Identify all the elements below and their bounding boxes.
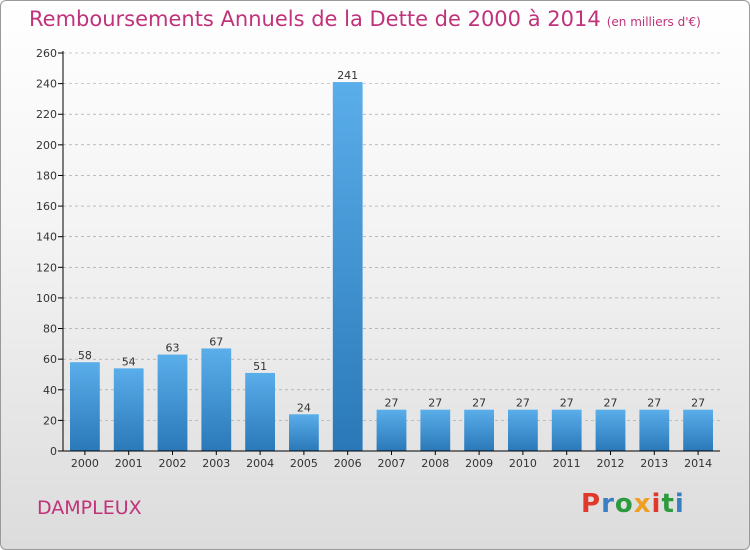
bar-2008 <box>420 409 451 451</box>
value-label-2013: 27 <box>647 397 661 410</box>
bar-2014 <box>683 409 713 451</box>
y-tick-label: 160 <box>36 200 57 213</box>
y-tick-label: 20 <box>43 414 57 427</box>
x-tick-label-2008: 2008 <box>421 457 449 470</box>
x-tick-label-2006: 2006 <box>334 457 362 470</box>
bar-2011 <box>551 409 582 451</box>
bar-2013 <box>639 409 670 451</box>
y-tick-label: 60 <box>43 353 57 366</box>
logo-letter: r <box>601 489 615 519</box>
value-label-2009: 27 <box>472 397 486 410</box>
x-tick-label-2009: 2009 <box>465 457 493 470</box>
proxiti-logo[interactable]: Proxiti <box>581 489 685 519</box>
bar-2000 <box>70 362 100 451</box>
y-tick-label: 140 <box>36 231 57 244</box>
y-tick-label: 120 <box>36 261 57 274</box>
bar-2007 <box>376 409 407 451</box>
x-tick-label-2003: 2003 <box>202 457 230 470</box>
x-tick-label-2001: 2001 <box>115 457 143 470</box>
value-label-2003: 67 <box>209 335 223 348</box>
bar-2004 <box>245 372 275 451</box>
value-label-2004: 51 <box>253 360 267 373</box>
chart-title: Remboursements Annuels de la Dette de 20… <box>29 7 601 31</box>
y-tick-label: 200 <box>36 139 57 152</box>
bars <box>70 82 713 451</box>
y-tick-label: 80 <box>43 323 57 336</box>
x-tick-label-2004: 2004 <box>246 457 274 470</box>
labels: 0 20 40 60 80 100 120 140 160 180 200 220 240 260 58 20… <box>36 47 712 470</box>
value-label-2002: 63 <box>166 342 180 355</box>
value-label-2008: 27 <box>428 397 442 410</box>
bar-2010 <box>508 409 538 451</box>
value-label-2006: 241 <box>337 69 358 82</box>
logo-letter: P <box>581 489 602 519</box>
value-label-2011: 27 <box>560 397 574 410</box>
x-tick-label-2010: 2010 <box>509 457 537 470</box>
logo-letter: x <box>633 489 652 519</box>
logo-letter: i <box>651 489 662 519</box>
y-tick-label: 100 <box>36 292 57 305</box>
bar-2009 <box>464 409 494 451</box>
y-tick-label: 220 <box>36 108 57 121</box>
logo-letter: i <box>674 489 685 519</box>
bar-2001 <box>113 368 144 451</box>
logo-letter: t <box>661 489 675 519</box>
value-label-2000: 58 <box>78 349 92 362</box>
y-tick-label: 180 <box>36 169 57 182</box>
bar-2003 <box>201 348 232 451</box>
x-tick-label-2005: 2005 <box>290 457 318 470</box>
y-tick-label: 40 <box>43 384 57 397</box>
x-tick-label-2007: 2007 <box>378 457 406 470</box>
bar-2002 <box>157 354 188 451</box>
y-tick-label: 240 <box>36 78 57 91</box>
y-tick-label: 0 <box>50 445 57 458</box>
x-tick-label-2002: 2002 <box>159 457 187 470</box>
value-label-2014: 27 <box>691 397 705 410</box>
value-label-2005: 24 <box>297 401 311 414</box>
y-tick-label: 260 <box>36 47 57 60</box>
value-label-2010: 27 <box>516 397 530 410</box>
value-label-2012: 27 <box>604 397 618 410</box>
value-label-2001: 54 <box>122 355 136 368</box>
x-tick-label-2013: 2013 <box>640 457 668 470</box>
commune-name: DAMPLEUX <box>37 497 142 519</box>
x-tick-label-2012: 2012 <box>597 457 625 470</box>
chart-subtitle: (en milliers d'€) <box>606 15 701 29</box>
x-tick-label-2000: 2000 <box>71 457 99 470</box>
axes <box>58 51 720 455</box>
value-label-2007: 27 <box>385 397 399 410</box>
bar-2005 <box>289 414 319 451</box>
bar-2006 <box>332 82 363 451</box>
logo-letter: o <box>614 489 634 519</box>
title-line: Remboursements Annuels de la Dette de 20… <box>29 7 701 31</box>
bar-2012 <box>595 409 626 451</box>
x-tick-label-2011: 2011 <box>553 457 581 470</box>
x-tick-label-2014: 2014 <box>684 457 712 470</box>
